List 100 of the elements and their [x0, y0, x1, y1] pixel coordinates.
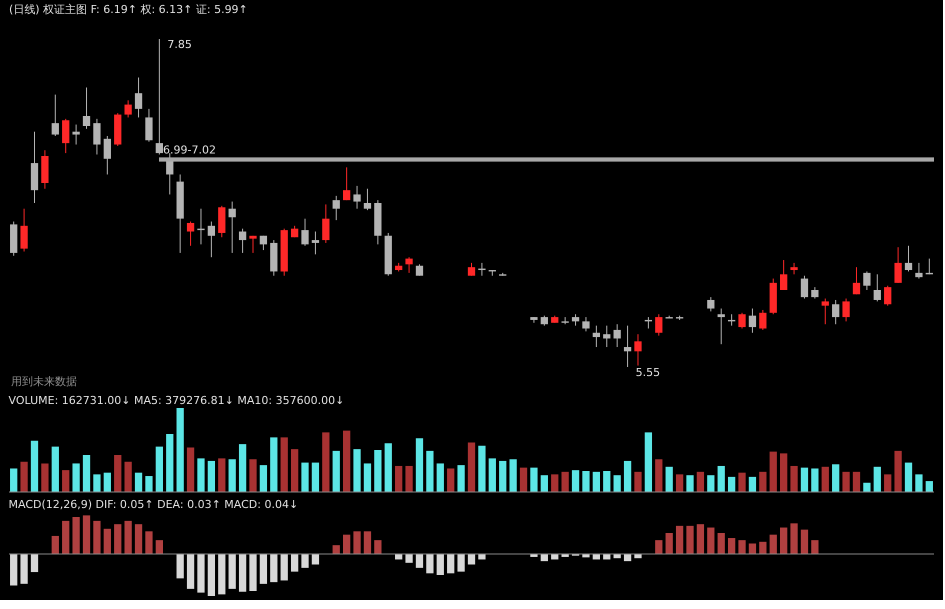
bar — [780, 528, 788, 554]
candlestick — [926, 258, 933, 275]
bar — [426, 554, 434, 574]
bar — [228, 554, 236, 589]
bar — [176, 408, 184, 492]
bar — [290, 554, 298, 572]
candlestick — [822, 298, 829, 325]
bar — [416, 438, 424, 492]
bar — [332, 545, 340, 554]
candlestick — [93, 118, 101, 156]
bar — [52, 536, 59, 554]
bar — [186, 554, 194, 589]
bar — [405, 466, 413, 492]
bar — [62, 520, 70, 554]
bar — [551, 554, 558, 560]
bar — [655, 540, 662, 554]
bar — [52, 446, 59, 492]
bar — [249, 554, 257, 591]
candlestick — [312, 231, 320, 255]
bar — [343, 534, 350, 554]
candlestick — [904, 245, 912, 272]
bar — [20, 554, 28, 584]
bar — [915, 474, 923, 492]
bar — [353, 449, 361, 492]
bar — [718, 466, 725, 492]
bar — [759, 542, 766, 554]
bar — [322, 432, 330, 492]
bar — [145, 531, 153, 554]
bar — [238, 444, 246, 492]
bar — [686, 475, 694, 492]
bar — [416, 554, 424, 568]
candlestick — [832, 299, 840, 325]
bar — [540, 554, 548, 562]
bar — [655, 459, 662, 492]
bar — [572, 470, 580, 492]
bar — [666, 533, 673, 554]
candlestick — [572, 314, 580, 326]
bar — [41, 463, 49, 492]
bar — [238, 554, 246, 592]
chart-title: (日线) 权证主图 F: 6.19↑ 权: 6.13↑ 证: 5.99↑ — [9, 3, 248, 16]
bar — [904, 462, 912, 492]
candlestick — [915, 262, 923, 280]
candlestick — [811, 286, 819, 300]
bar — [644, 432, 652, 492]
bar — [811, 540, 819, 554]
bar — [104, 528, 111, 554]
bar — [104, 472, 111, 492]
bar — [582, 471, 590, 492]
bar — [790, 523, 798, 554]
candlestick — [228, 201, 236, 254]
bar — [770, 534, 777, 554]
bar — [114, 455, 122, 492]
candlestick — [260, 235, 268, 251]
bar — [509, 459, 517, 492]
candlestick — [343, 166, 350, 201]
bar — [197, 554, 205, 593]
candlestick — [82, 86, 90, 130]
candlestick — [582, 316, 590, 332]
bar — [364, 531, 372, 554]
candlestick — [624, 325, 632, 368]
bar — [478, 446, 486, 492]
bar — [926, 481, 933, 492]
bar — [124, 462, 132, 492]
bar — [228, 459, 236, 492]
bar — [374, 540, 382, 554]
candlestick — [478, 262, 486, 276]
candlestick — [707, 296, 714, 312]
candlestick — [104, 135, 111, 175]
bar — [624, 460, 632, 492]
bar — [603, 471, 610, 492]
candlestick — [405, 256, 413, 274]
bar — [520, 468, 528, 492]
bar — [822, 466, 829, 492]
bar — [811, 468, 819, 492]
bar — [790, 466, 798, 492]
candlestick — [52, 94, 59, 136]
bar — [666, 466, 673, 492]
bar — [551, 474, 558, 492]
bar — [874, 466, 881, 492]
bar — [884, 474, 892, 492]
candlestick — [644, 316, 652, 329]
bar — [62, 470, 70, 492]
candlestick — [353, 185, 361, 210]
bar — [852, 472, 860, 492]
bar — [488, 458, 496, 492]
candlestick — [322, 204, 330, 244]
bar — [290, 449, 298, 492]
bar — [426, 450, 434, 492]
bar — [186, 447, 194, 492]
bar — [832, 464, 840, 492]
bar — [93, 474, 101, 492]
candlestick — [238, 228, 246, 254]
bar — [395, 554, 402, 560]
bar — [301, 462, 309, 492]
bar — [530, 468, 538, 492]
candlestick — [738, 312, 746, 329]
bar — [686, 526, 694, 554]
bar — [270, 554, 278, 582]
bar — [728, 538, 736, 554]
candlestick — [614, 324, 621, 348]
